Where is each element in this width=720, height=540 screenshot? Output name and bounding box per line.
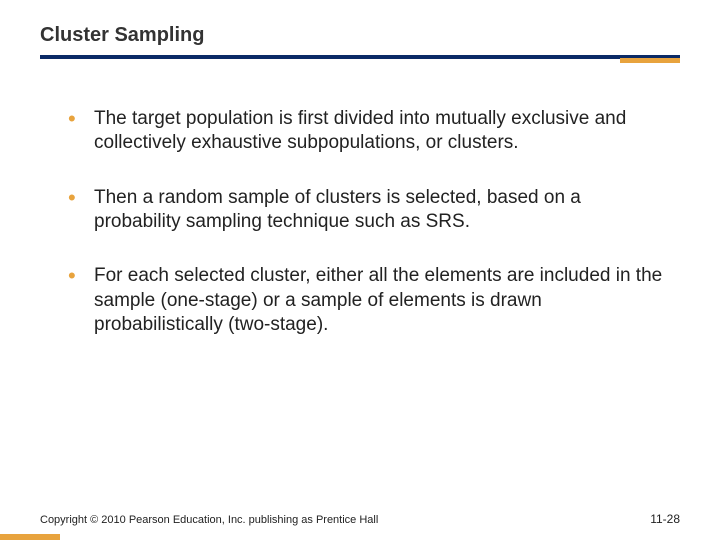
slide: Cluster Sampling The target population i… [0, 0, 720, 540]
list-item: For each selected cluster, either all th… [64, 264, 664, 337]
rule-accent [620, 58, 680, 63]
list-item: Then a random sample of clusters is sele… [64, 186, 664, 235]
list-item: The target population is first divided i… [64, 107, 664, 156]
copyright-text: Copyright © 2010 Pearson Education, Inc.… [40, 514, 378, 526]
bottom-accent-bar [0, 534, 60, 540]
footer: Copyright © 2010 Pearson Education, Inc.… [40, 512, 680, 526]
page-number: 11-28 [650, 512, 680, 526]
rule-bar [40, 55, 680, 59]
title-rule [40, 55, 680, 63]
slide-title: Cluster Sampling [40, 24, 680, 47]
content-area: The target population is first divided i… [40, 107, 680, 337]
bullet-list: The target population is first divided i… [64, 107, 664, 337]
